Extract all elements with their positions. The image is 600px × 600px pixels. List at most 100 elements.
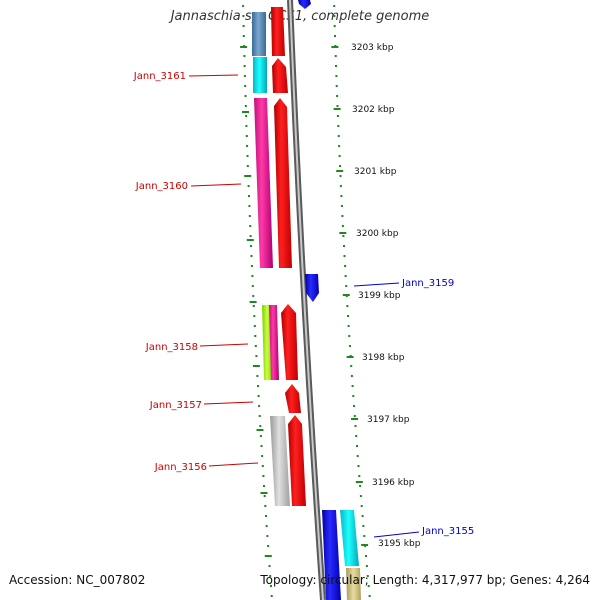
function-bar-magenta [254,98,273,268]
ruler-dot [266,535,269,537]
ruler-dot [257,385,259,387]
ruler-major-tick [240,46,248,48]
scale-labels: 3203 kbp 3202 kbp 3201 kbp 3200 kbp 3199… [351,43,421,549]
ruler-dot [334,55,337,57]
ruler-dot [246,145,249,147]
ruler-dot [243,65,246,67]
ruler-dot [362,525,365,527]
ruler-dot [263,495,266,497]
map-title: Jannaschia sp. CCS1, complete genome [170,9,430,24]
gene-label-jann-3161: Jann_3161 [133,71,186,82]
ruler-dot [246,165,249,167]
ruler-dot [245,135,248,137]
function-bar-tan [346,568,361,600]
ruler-dot [360,505,363,507]
function-bar-cyan [340,510,359,566]
scale-label: 3198 kbp [362,353,405,363]
ruler-dot [338,145,341,147]
ruler-dot [252,305,255,307]
ruler-dot [356,445,358,447]
gene-label-jann-3156: Jann_3156 [154,462,207,473]
function-bar-cyan [253,57,267,93]
ruler-dot [252,295,255,297]
ruler-major-tick [346,356,354,358]
ruler-dot [357,465,360,467]
ruler-dot [339,165,341,167]
forward-strand-features [271,7,306,506]
ruler-dot [253,325,256,327]
ruler-dot [255,355,258,357]
ruler-dot [251,275,254,277]
ruler-dot [342,235,345,237]
ruler-dot [337,135,340,137]
ruler-dot [343,255,346,257]
ruler-dot [335,85,338,87]
leader-line [373,531,420,538]
ruler-dot [339,185,342,187]
ruler-dot [270,595,273,597]
gene-feature-reverse [298,0,311,9]
ruler-major-tick [244,175,252,177]
leader-line [353,282,400,287]
ruler-dot [265,525,268,527]
ruler-major-tick [339,232,347,234]
ruler-dot [262,475,265,477]
scale-label: 3200 kbp [356,229,399,239]
scale-label: 3199 kbp [358,291,401,301]
ruler-major-tick [355,481,363,483]
ruler-dot [269,575,272,577]
ruler-dot [359,485,362,487]
ruler-dot [243,55,246,57]
ruler-dot [258,405,261,407]
scale-label: 3202 kbp [352,105,395,115]
ruler-major-tick [246,239,254,241]
scale-label: 3195 kbp [378,539,421,549]
ruler-dot [261,465,264,467]
gene-feature-forward [281,304,298,380]
ruler-dot [359,495,362,497]
ruler-dot [245,115,248,117]
right-tick-ruler [331,5,371,597]
ruler-dot [368,595,371,597]
gene-feature-reverse [322,510,341,600]
function-bar-gray [270,416,290,506]
ruler-dot [248,215,251,217]
ruler-dot [333,15,336,17]
ruler-dot [336,115,339,117]
ruler-dot [249,225,252,227]
accession-label: Accession: NC_007802 [9,573,146,587]
scale-label: 3201 kbp [354,167,397,177]
scale-label: 3203 kbp [351,43,394,53]
ruler-dot [336,105,339,107]
ruler-dot [348,345,351,347]
ruler-dot [335,65,337,67]
ruler-dot [350,375,353,377]
scale-label: 3196 kbp [372,478,415,488]
ruler-dot [260,445,263,447]
leader-line [190,183,242,187]
ruler-major-tick [351,418,358,420]
ruler-dot [365,565,368,567]
gene-label-jann-3160: Jann_3160 [135,181,188,192]
ruler-dot [333,25,336,27]
ruler-dot [251,285,254,287]
ruler-dot [268,565,271,567]
function-bar-steelblue [252,12,266,56]
ruler-dot [250,265,253,267]
ruler-dot [348,335,351,337]
ruler-dot [270,585,272,587]
leader-line [203,401,254,405]
scale-label: 3197 kbp [367,415,410,425]
ruler-dot [256,375,259,377]
ruler-dot [363,535,366,537]
gene-feature-forward [272,58,288,93]
ruler-dot [248,205,251,207]
ruler-dot [336,95,339,97]
ruler-dot [267,545,270,547]
ruler-dot [242,15,245,17]
gene-feature-forward [271,7,285,56]
gene-label-jann-3155: Jann_3155 [421,526,474,537]
function-bar-magenta [269,305,279,380]
backbone-highlight [289,0,324,600]
